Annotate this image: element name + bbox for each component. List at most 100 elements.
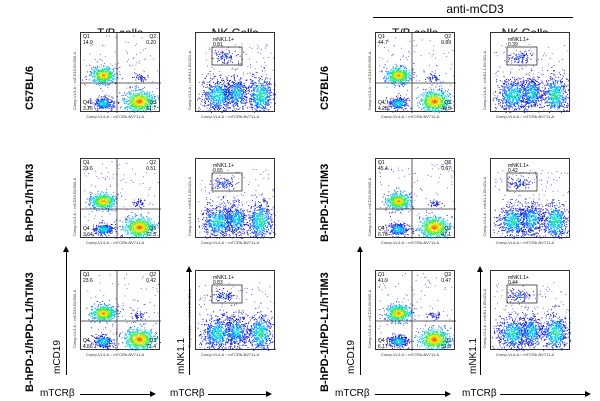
treatment-bar — [373, 17, 573, 18]
nk-density — [197, 43, 276, 113]
quadrant-q2-name: Q2 — [149, 34, 156, 40]
x-axis-arrowhead-nk-right — [585, 391, 591, 397]
row-label-c57-left: C57BL/6 — [24, 65, 36, 110]
y-axis-label-nk-right: mNK1.1 — [468, 337, 479, 374]
nk-tiny-y-label: Comp-VL4-A :: mNK1.1-BV421-A — [187, 288, 192, 348]
quadrant-q4-value: 3.26 — [83, 106, 93, 112]
quadrant-q4-value: 4.28 — [378, 106, 388, 112]
nk-gate-value: 0.81 — [213, 42, 223, 48]
quadrant-q3-value: 71.4 — [146, 344, 156, 350]
nk-tiny-y-label: Comp-VL4-A :: mNK1.1-BV421-A — [187, 176, 192, 236]
quadrant-q4-value: 6.17 — [378, 344, 388, 350]
tb-tiny-x-label: Comp-VL4-A :: mTCRb-BV711-A — [381, 114, 440, 119]
quadrant-q1-name: Q1 — [83, 272, 90, 278]
quadrant-q2-value: 0.67 — [441, 166, 451, 172]
quadrant-q2-name: Q2 — [444, 272, 451, 278]
nk-tiny-y-label: Comp-VL4-A :: mNK1.1-BV421-A — [482, 176, 487, 236]
tb-tiny-y-label: Comp-VL3-A :: mCD19-BV605-A — [72, 289, 77, 348]
quadrant-q1-value: 44.7 — [378, 40, 388, 46]
nk-gate-name: mNK1.1+ — [213, 275, 234, 281]
quadrant-q2-name: Q2 — [149, 160, 156, 166]
quadrant-q3-value: 47.1 — [441, 232, 451, 238]
nk-gate-value: 0.39 — [508, 42, 518, 48]
quadrant-q1-value: 45.4 — [378, 166, 388, 172]
x-axis-arrow-nk-right — [500, 394, 585, 395]
tb-tiny-y-label: Comp-VL3-A :: mCD19-BV605-A — [367, 177, 372, 236]
nk-dot-plot: mNK1.1+ 0.44 — [490, 270, 571, 351]
tb-tiny-x-label: Comp-VL4-A :: mTCRb-BV711-A — [381, 240, 440, 245]
tb-tiny-y-label: Comp-VL3-A :: mCD19-BV605-A — [72, 51, 77, 110]
x-axis-label-nk-right: mTCRβ — [462, 388, 497, 399]
tb-tiny-y-label: Comp-VL3-A :: mCD19-BV605-A — [367, 289, 372, 348]
nk-density — [197, 282, 276, 351]
x-axis-arrow-tb-right — [375, 394, 445, 395]
quadrant-q1-name: Q1 — [378, 34, 385, 40]
y-axis-arrow-nk-right — [480, 270, 481, 375]
tb-dot-plot: Q1 23.6 Q2 0.51 Q4 3.64 Q3 72.3 — [80, 158, 161, 239]
treatment-label: anti-mCD3 — [446, 2, 504, 16]
quadrant-q3-name: Q3 — [444, 100, 451, 106]
quadrant-q4-name: Q4 — [378, 226, 385, 232]
nk-gate-name: mNK1.1+ — [508, 275, 529, 281]
tb-density — [376, 33, 456, 113]
tb-tiny-y-label: Comp-VL3-A :: mCD19-BV605-A — [367, 51, 372, 110]
quadrant-q4-name: Q4 — [378, 100, 385, 106]
quadrant-q3-name: Q3 — [149, 226, 156, 232]
quadrant-q4-value: 4.56 — [83, 344, 93, 350]
quadrant-q2-value: 0.47 — [441, 278, 451, 284]
tb-dot-plot: Q1 45.4 Q2 0.67 Q4 6.76 Q3 47.1 — [375, 158, 456, 239]
nk-gate-value: 0.65 — [213, 168, 223, 174]
nk-dot-plot: mNK1.1+ 0.65 — [195, 158, 276, 239]
nk-gate-name: mNK1.1+ — [508, 37, 529, 43]
quadrant-q2-value: 0.42 — [146, 278, 156, 284]
quadrant-q3-value: 61.7 — [146, 106, 156, 112]
quadrant-q1-name: Q1 — [83, 160, 90, 166]
nk-tiny-x-label: Comp-VL4-A :: mTCRb-BV711-A — [496, 352, 555, 357]
quadrant-q2-value: 0.89 — [441, 40, 451, 46]
quadrant-q3-name: Q3 — [444, 226, 451, 232]
row-label-hpd1-right: B-hPD-1/hTIM3 — [319, 163, 331, 242]
tb-tiny-x-label: Comp-VL4-A :: mTCRb-BV711-A — [86, 114, 145, 119]
quadrant-q4-name: Q4 — [378, 338, 385, 344]
quadrant-q3-name: Q3 — [149, 338, 156, 344]
quadrant-q3-name: Q3 — [444, 338, 451, 344]
x-axis-label-tb-left: mTCRβ — [40, 388, 75, 399]
tb-density — [81, 271, 161, 351]
tb-tiny-x-label: Comp-VL4-A :: mTCRb-BV711-A — [86, 240, 145, 245]
nk-density — [492, 43, 571, 113]
nk-gate-name: mNK1.1+ — [213, 163, 234, 169]
quadrant-q2-name: Q2 — [444, 160, 451, 166]
y-axis-arrow-tb-right — [360, 250, 361, 375]
tb-tiny-y-label: Comp-VL3-A :: mCD19-BV605-A — [72, 177, 77, 236]
tb-tiny-x-label: Comp-VL4-A :: mTCRb-BV711-A — [381, 352, 440, 357]
tb-density — [81, 33, 161, 113]
y-axis-arrow-nk-left — [189, 270, 190, 375]
quadrant-q3-value: 49.8 — [441, 106, 451, 112]
quadrant-q1-value: 41.9 — [378, 278, 388, 284]
quadrant-q4-name: Q4 — [83, 100, 90, 106]
quadrant-q4-name: Q4 — [83, 226, 90, 232]
nk-tiny-x-label: Comp-VL4-A :: mTCRb-BV711-A — [201, 240, 260, 245]
y-axis-arrowhead-tb-right — [357, 246, 363, 252]
nk-tiny-x-label: Comp-VL4-A :: mTCRb-BV711-A — [201, 352, 260, 357]
row-label-hpdl1-right: B-hPD-1/hPD-L1/hTIM3 — [319, 272, 331, 392]
quadrant-q1-name: Q1 — [378, 272, 385, 278]
quadrant-q1-value: 23.6 — [83, 278, 93, 284]
y-axis-arrowhead-nk-left — [186, 266, 192, 272]
tb-density — [376, 159, 456, 239]
nk-gate-name: mNK1.1+ — [213, 37, 234, 43]
quadrant-q3-name: Q3 — [149, 100, 156, 106]
nk-tiny-x-label: Comp-VL4-A :: mTCRb-BV711-A — [496, 114, 555, 119]
quadrant-q2-name: Q2 — [444, 34, 451, 40]
x-axis-arrow-tb-left — [80, 394, 150, 395]
quadrant-q4-value: 3.64 — [83, 232, 93, 238]
y-axis-label-nk-left: mNK1.1 — [176, 337, 187, 374]
row-label-hpdl1-left: B-hPD-1/hPD-L1/hTIM3 — [24, 272, 36, 392]
nk-dot-plot: mNK1.1+ 0.42 — [490, 158, 570, 239]
y-axis-arrowhead-nk-right — [477, 266, 483, 272]
y-axis-label-tb-left: mCD19 — [52, 340, 63, 374]
x-axis-arrowhead-tb-left — [150, 391, 156, 397]
quadrant-q1-value: 23.6 — [83, 166, 93, 172]
quadrant-q1-name: Q1 — [378, 160, 385, 166]
x-axis-label-nk-left: mTCRβ — [170, 388, 205, 399]
